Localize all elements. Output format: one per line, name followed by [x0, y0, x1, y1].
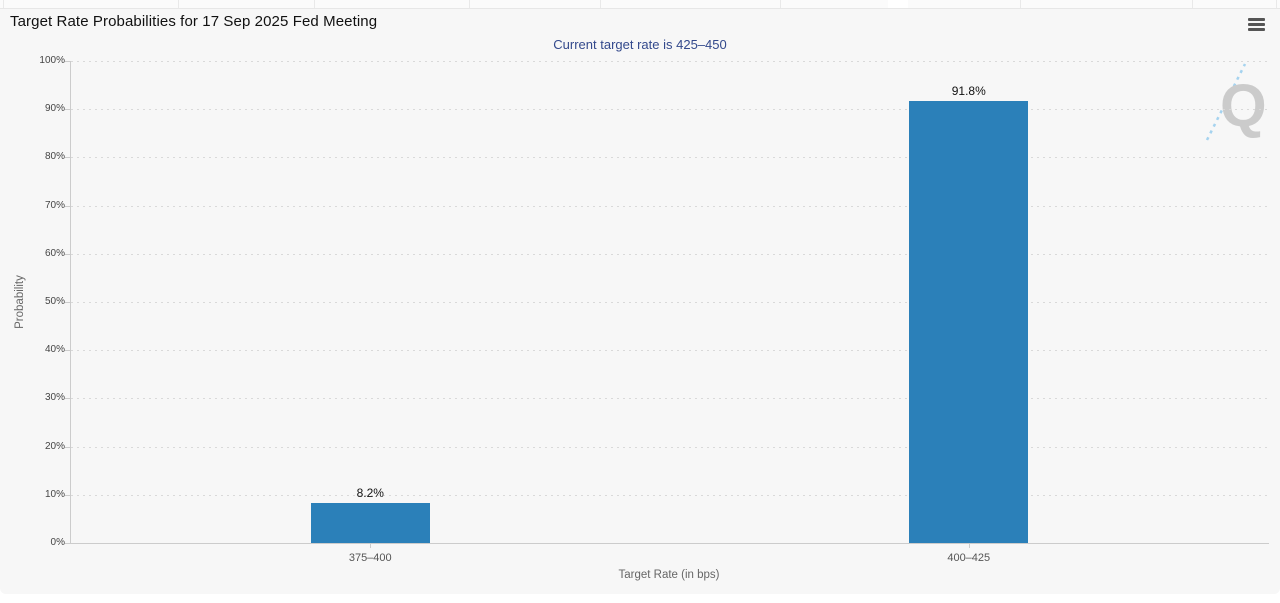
bar-value-label: 91.8% — [951, 84, 986, 98]
y-gridline — [71, 61, 1268, 62]
y-gridline — [71, 109, 1268, 110]
y-tick-mark — [65, 543, 70, 544]
tab-strip-border — [0, 8, 1280, 9]
tab-separator — [314, 0, 315, 8]
bar-value-label: 8.2% — [356, 486, 384, 500]
chart-card — [0, 9, 1280, 594]
y-axis-label: 60% — [44, 248, 65, 259]
y-gridline — [71, 447, 1268, 448]
y-tick-mark — [65, 398, 70, 399]
y-tick-mark — [65, 495, 70, 496]
y-axis-label: 80% — [44, 151, 65, 162]
y-tick-mark — [65, 157, 70, 158]
x-axis-line — [70, 543, 1269, 544]
tab-separator — [600, 0, 601, 8]
x-tick-mark — [370, 543, 371, 548]
quikstrike-watermark: Q — [1190, 55, 1280, 150]
chart-context-menu-button[interactable] — [1245, 15, 1269, 36]
hamburger-icon — [1248, 18, 1265, 21]
y-tick-mark — [65, 447, 70, 448]
x-axis-category-label: 375–400 — [348, 552, 392, 564]
y-tick-mark — [65, 302, 70, 303]
y-tick-mark — [65, 350, 70, 351]
y-axis-label: 20% — [44, 441, 65, 452]
y-axis-label: 90% — [44, 103, 65, 114]
y-gridline — [71, 206, 1268, 207]
y-gridline — [71, 495, 1268, 496]
y-gridline — [71, 157, 1268, 158]
tab-separator — [1276, 0, 1277, 8]
y-gridline — [71, 302, 1268, 303]
y-axis-label: 30% — [44, 392, 65, 403]
y-gridline — [71, 254, 1268, 255]
y-gridline — [71, 350, 1268, 351]
y-tick-mark — [65, 206, 70, 207]
bar-375–400[interactable] — [310, 503, 430, 543]
tab-separator — [3, 0, 4, 8]
x-axis-category-label: 400–425 — [947, 552, 991, 564]
top-tab-strip — [0, 0, 1280, 9]
chart-title: Target Rate Probabilities for 17 Sep 202… — [10, 13, 378, 30]
y-axis-label: 50% — [44, 296, 65, 307]
tab-separator — [780, 0, 781, 8]
y-tick-mark — [65, 254, 70, 255]
tab-separator — [1020, 0, 1021, 8]
x-tick-mark — [969, 543, 970, 548]
y-gridline — [71, 398, 1268, 399]
x-axis-title: Target Rate (in bps) — [618, 569, 720, 581]
chart-subtitle: Current target rate is 425–450 — [553, 37, 727, 52]
tab-separator — [469, 0, 470, 8]
y-axis-label: 70% — [44, 200, 65, 211]
hamburger-icon — [1248, 28, 1265, 31]
y-axis-label: 10% — [44, 489, 65, 500]
active-tab-notch — [888, 0, 908, 9]
hamburger-icon — [1248, 23, 1265, 26]
y-axis-label: 100% — [39, 55, 65, 66]
y-axis-line — [70, 61, 71, 543]
y-tick-mark — [65, 109, 70, 110]
y-axis-label: 40% — [44, 344, 65, 355]
watermark-letter: Q — [1220, 72, 1267, 139]
y-axis-label: 0% — [50, 537, 65, 548]
tab-separator — [1192, 0, 1193, 8]
tab-separator — [178, 0, 179, 8]
y-tick-mark — [65, 61, 70, 62]
bar-400–425[interactable] — [909, 101, 1029, 543]
